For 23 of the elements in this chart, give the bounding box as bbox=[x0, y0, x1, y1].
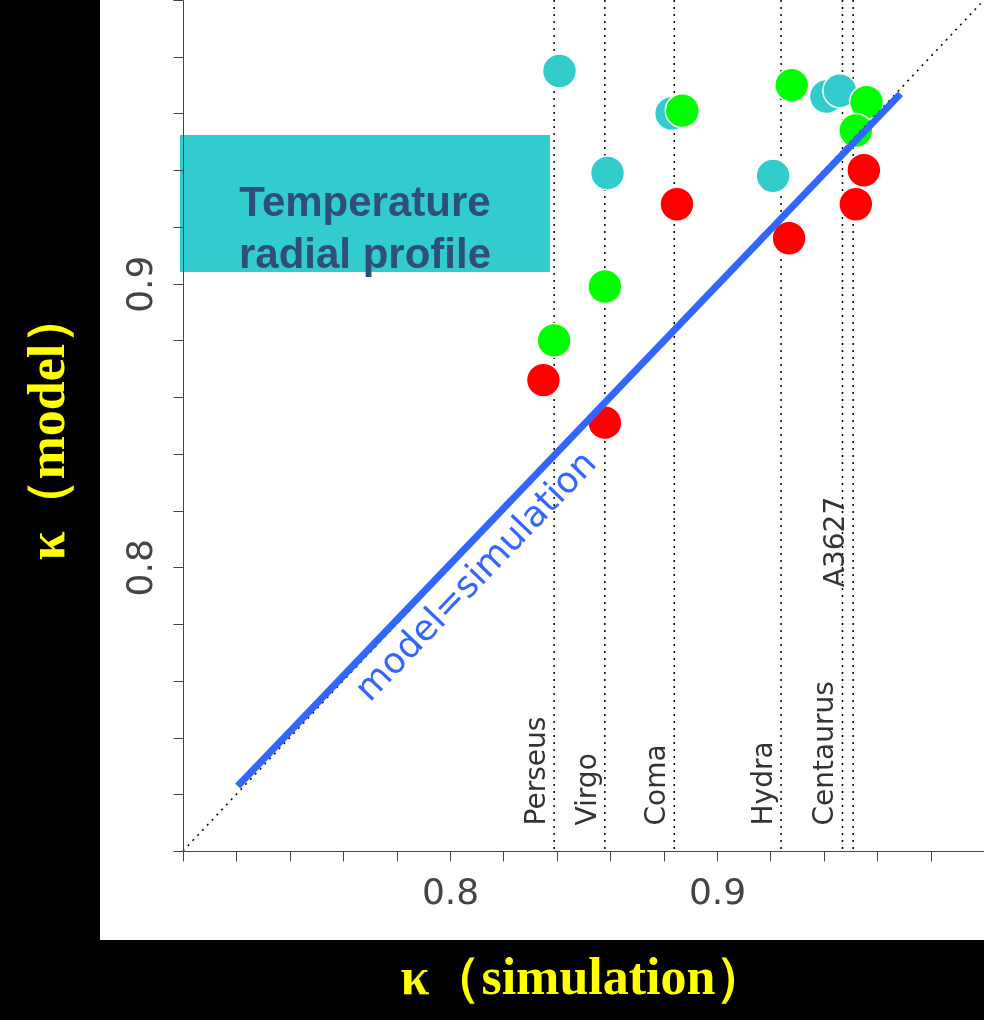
point bbox=[755, 158, 791, 194]
point bbox=[838, 186, 874, 222]
ref-line-label: Hydra bbox=[746, 741, 780, 826]
point bbox=[536, 322, 572, 359]
point bbox=[846, 152, 882, 188]
point bbox=[774, 67, 810, 103]
point bbox=[589, 155, 626, 191]
annotation: Temperature radial profile bbox=[238, 178, 492, 277]
ref-line-label: Coma bbox=[639, 744, 673, 826]
point bbox=[822, 73, 858, 109]
point bbox=[848, 84, 885, 120]
ref-line-label: A3627 bbox=[818, 496, 852, 588]
point bbox=[541, 53, 578, 89]
point bbox=[664, 92, 700, 129]
point bbox=[587, 268, 623, 305]
ref-line-label: Virgo bbox=[569, 753, 603, 826]
y-axis-title: κ（model） bbox=[17, 291, 75, 561]
point bbox=[771, 220, 807, 256]
point bbox=[525, 362, 562, 398]
ref-line-label: Centaurus bbox=[807, 681, 841, 826]
ref-line-label: Perseus bbox=[519, 716, 553, 826]
x-axis-title: κ（simulation） bbox=[400, 947, 768, 1005]
point bbox=[659, 186, 695, 222]
